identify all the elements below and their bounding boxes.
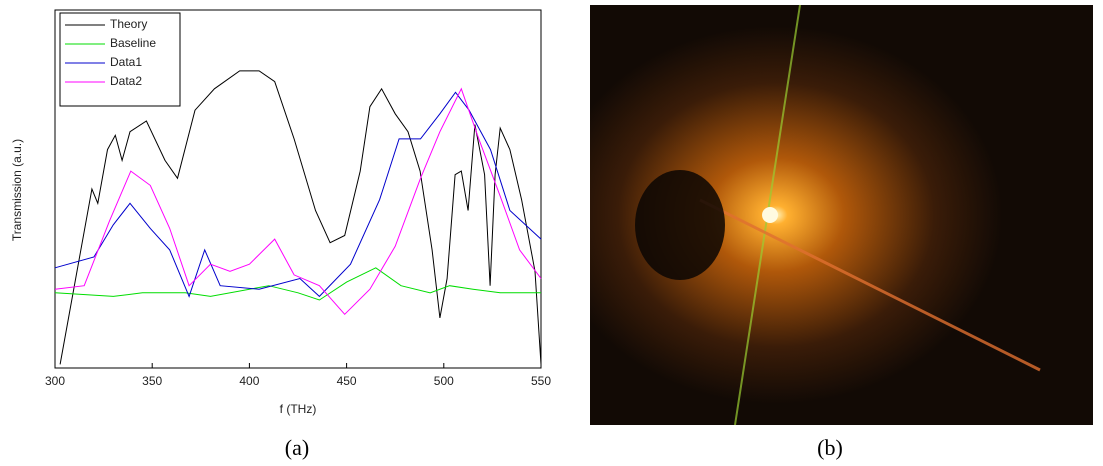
x-tick-label: 350 <box>142 374 162 388</box>
y-axis-label: Transmission (a.u.) <box>10 139 24 241</box>
series-line <box>59 70 542 365</box>
caption: (a) <box>285 435 309 460</box>
legend <box>59 12 181 107</box>
series-line <box>54 267 541 301</box>
photo <box>590 4 1093 426</box>
x-tick-label: 500 <box>434 374 454 388</box>
legend-label: Data2 <box>110 74 142 88</box>
series-line <box>54 91 542 298</box>
legend-label: Baseline <box>110 36 156 50</box>
legend-label: Theory <box>110 17 147 31</box>
plot-frame <box>54 9 542 369</box>
x-tick-label: 400 <box>239 374 259 388</box>
x-tick-label: 300 <box>45 374 65 388</box>
x-tick-label: 550 <box>531 374 551 388</box>
x-tick-label: 450 <box>337 374 357 388</box>
series-line <box>54 87 542 316</box>
legend-label: Data1 <box>110 55 142 69</box>
caption: (b) <box>817 435 843 460</box>
x-axis-label: f (THz) <box>280 402 317 416</box>
